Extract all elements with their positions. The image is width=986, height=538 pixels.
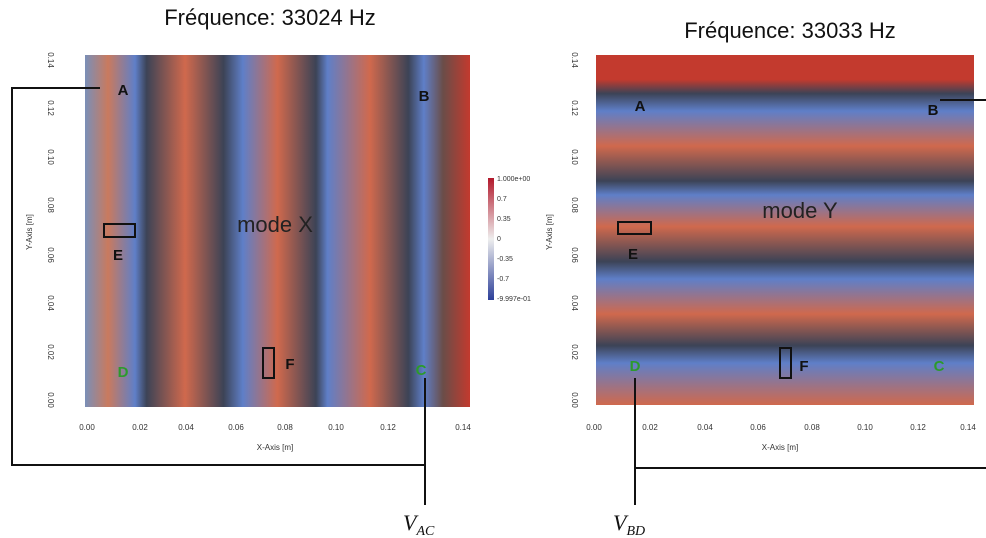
x-tick-label: 0.04 <box>697 423 713 432</box>
point-label: E <box>628 246 638 263</box>
y-axis-label: Y-Axis [m] <box>25 214 34 250</box>
y-tick-label: 0.08 <box>46 197 55 213</box>
point-label: F <box>799 358 808 375</box>
x-tick-label: 0.12 <box>380 423 396 432</box>
connectors <box>11 87 986 505</box>
point-label: B <box>419 88 430 105</box>
point-label: E <box>113 247 123 264</box>
mode-label: mode Y <box>762 198 838 223</box>
colorbar-label: -0.7 <box>497 276 509 283</box>
point-label: D <box>630 358 641 375</box>
x-tick-label: 0.08 <box>804 423 820 432</box>
x-tick-label: 0.00 <box>79 423 95 432</box>
voltage-symbol: V <box>613 510 629 535</box>
y-tick-label: 0.08 <box>570 197 579 213</box>
x-axis-label: X-Axis [m] <box>257 443 293 452</box>
y-tick-label: 0.02 <box>570 344 579 360</box>
colorbar-label: -0.35 <box>497 256 513 263</box>
panel-title: Fréquence: 33033 Hz <box>684 18 896 43</box>
point-label: A <box>635 98 646 115</box>
point-label: F <box>285 356 294 373</box>
colorbar-label: 0.35 <box>497 216 511 223</box>
x-tick-label: 0.06 <box>228 423 244 432</box>
y-tick-label: 0.04 <box>570 295 579 311</box>
voltage-subscript: AC <box>415 524 435 538</box>
y-tick-label: 0.04 <box>46 295 55 311</box>
y-tick-label: 0.12 <box>46 100 55 116</box>
x-tick-label: 0.08 <box>277 423 293 432</box>
colorbar-label: 0.7 <box>497 196 507 203</box>
y-tick-label: 0.10 <box>46 149 55 165</box>
y-tick-label: 0.14 <box>46 52 55 68</box>
point-label: C <box>416 362 427 379</box>
x-tick-label: 0.14 <box>960 423 976 432</box>
x-tick-label: 0.06 <box>750 423 766 432</box>
y-tick-label: 0.02 <box>46 344 55 360</box>
y-tick-label: 0.14 <box>570 52 579 68</box>
colorbar-label: -9.997e-01 <box>497 296 531 303</box>
x-tick-label: 0.02 <box>132 423 148 432</box>
x-tick-label: 0.12 <box>910 423 926 432</box>
voltage-label: VBD <box>613 510 645 538</box>
colorbar-label: 1.000e+00 <box>497 176 530 183</box>
colorbar-label: 0 <box>497 236 501 243</box>
x-tick-label: 0.04 <box>178 423 194 432</box>
x-tick-label: 0.00 <box>586 423 602 432</box>
y-axis-label: Y-Axis [m] <box>545 214 554 250</box>
x-tick-label: 0.14 <box>455 423 471 432</box>
point-label: B <box>928 102 939 119</box>
y-tick-label: 0.10 <box>570 149 579 165</box>
y-tick-label: 0.06 <box>570 247 579 263</box>
x-tick-label: 0.02 <box>642 423 658 432</box>
mode-label: mode X <box>237 212 313 237</box>
point-label: D <box>118 364 129 381</box>
y-tick-label: 0.00 <box>46 392 55 408</box>
y-tick-label: 0.06 <box>46 247 55 263</box>
voltage-symbol: V <box>403 510 419 535</box>
y-tick-label: 0.00 <box>570 392 579 408</box>
panel-title: Fréquence: 33024 Hz <box>164 5 376 30</box>
y-tick-label: 0.12 <box>570 100 579 116</box>
mode-field <box>85 55 470 407</box>
x-axis-label: X-Axis [m] <box>762 443 798 452</box>
voltage-subscript: BD <box>626 524 645 538</box>
x-tick-label: 0.10 <box>328 423 344 432</box>
voltage-label: VAC <box>403 510 435 538</box>
colorbar <box>488 178 494 300</box>
point-label: C <box>934 358 945 375</box>
point-label: A <box>118 82 129 99</box>
mode-field <box>596 55 974 405</box>
x-tick-label: 0.10 <box>857 423 873 432</box>
